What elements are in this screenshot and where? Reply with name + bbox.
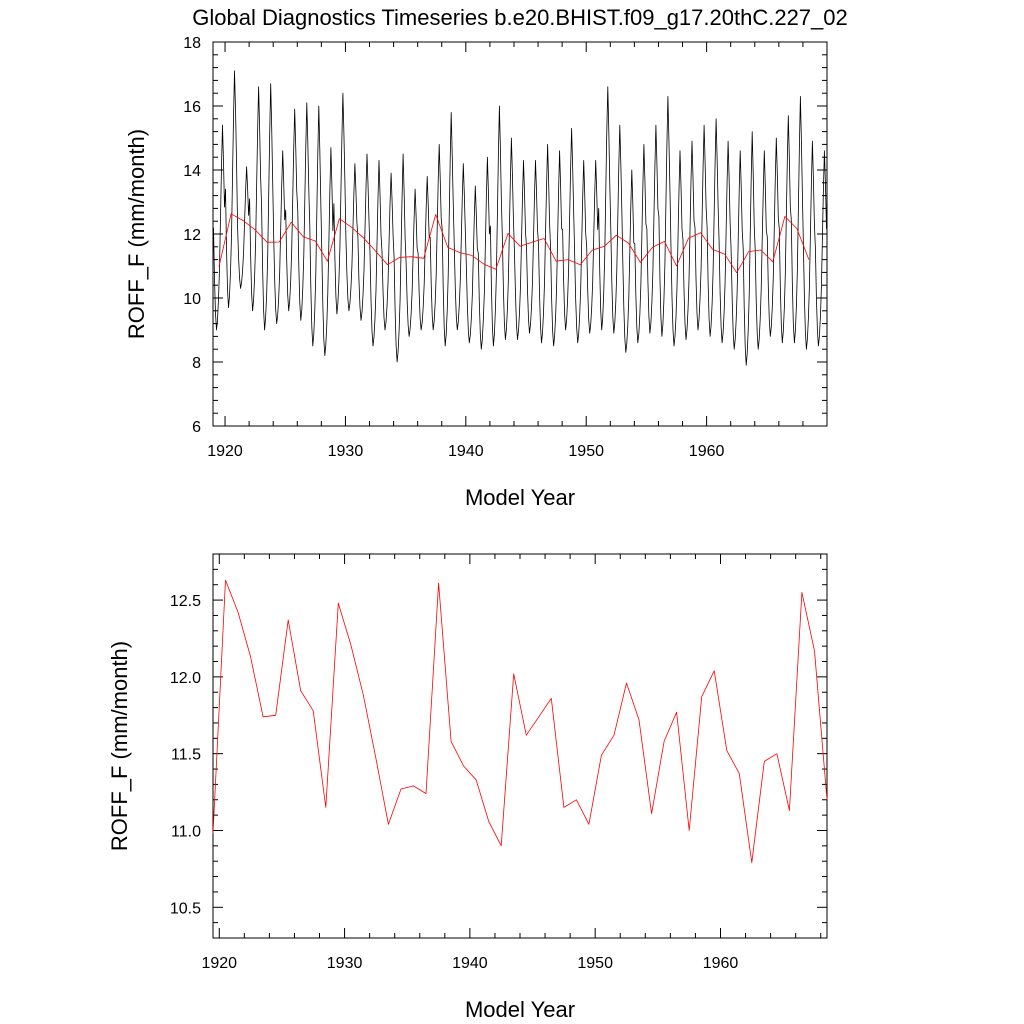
bottom-panel: Model Year ROFF_F (mm/month) 1920 1930 194…	[107, 553, 828, 1022]
y-tick-label: 10	[183, 291, 201, 308]
bottom-y-axis-label: ROFF_F (mm/month)	[107, 641, 132, 851]
y-tick-label: 16	[183, 99, 201, 116]
annual-series-line	[212, 579, 828, 864]
y-tick-label: 11.5	[171, 747, 201, 764]
y-tick-label: 11.0	[171, 823, 201, 840]
x-tick-label: 1920	[201, 955, 237, 972]
y-tick-label: 12	[183, 227, 201, 244]
x-tick-label: 1930	[328, 443, 364, 460]
monthly-series-line	[213, 70, 827, 366]
x-tick-label: 1940	[448, 443, 484, 460]
bottom-plot-frame	[212, 553, 828, 939]
top-panel: Model Year ROFF_F (mm/month) 1920 1930 194…	[124, 35, 828, 510]
x-tick-label: 1950	[568, 443, 604, 460]
y-tick-label: 12.5	[170, 593, 201, 610]
x-tick-label: 1930	[327, 955, 363, 972]
y-tick-label: 10.5	[170, 900, 201, 917]
y-tick-label: 12.0	[170, 670, 201, 687]
x-tick-label: 1950	[577, 955, 613, 972]
y-tick-label: 18	[183, 35, 201, 52]
y-tick-label: 14	[183, 163, 201, 180]
annual-series-line	[218, 213, 810, 274]
y-tick-label: 8	[192, 355, 201, 372]
bottom-x-axis-label: Model Year	[465, 997, 575, 1022]
x-tick-label: 1960	[689, 443, 725, 460]
x-tick-label: 1960	[703, 955, 739, 972]
y-tick-label: 6	[192, 419, 201, 436]
x-tick-label: 1940	[452, 955, 488, 972]
top-y-axis-label: ROFF_F (mm/month)	[124, 129, 149, 339]
chart-title: Global Diagnostics Timeseries b.e20.BHIS…	[192, 5, 848, 30]
top-plot-frame	[212, 41, 828, 427]
top-x-axis-label: Model Year	[465, 485, 575, 510]
x-tick-label: 1920	[207, 443, 243, 460]
